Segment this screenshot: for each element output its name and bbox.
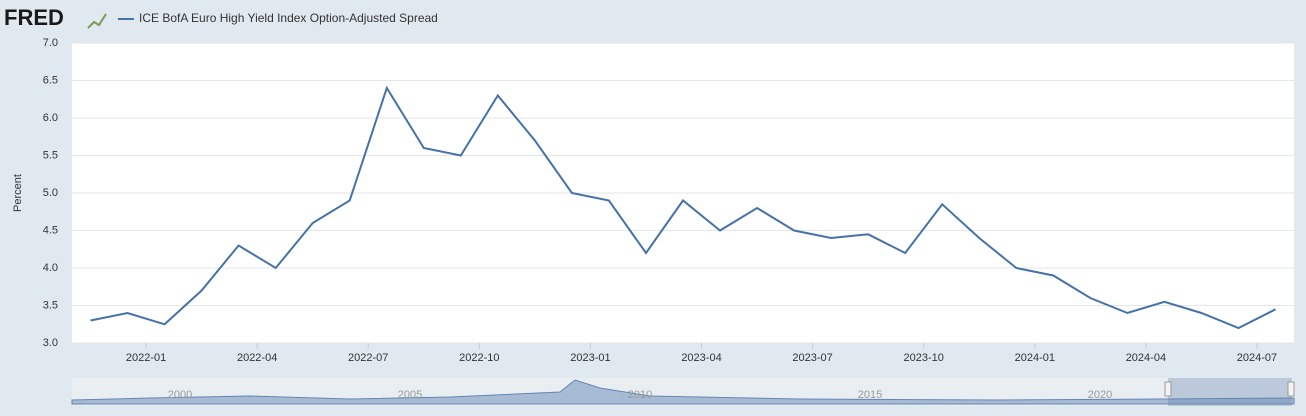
navigator-label: 2020 [1088, 389, 1112, 401]
navigator-label: 2005 [398, 389, 422, 401]
x-tick-label: 2023-07 [792, 352, 832, 364]
y-axis-label: Percent [12, 174, 24, 212]
navigator-handle[interactable] [1287, 381, 1295, 397]
y-tick-label: 4.0 [43, 262, 58, 274]
y-tick-label: 5.0 [43, 187, 58, 199]
x-tick-label: 2023-10 [904, 352, 944, 364]
x-tick-label: 2022-01 [126, 352, 166, 364]
x-tick-label: 2024-01 [1015, 352, 1055, 364]
navigator-label: 2000 [168, 389, 192, 401]
x-tick-label: 2024-07 [1237, 352, 1277, 364]
y-tick-label: 7.0 [43, 37, 58, 49]
x-tick-label: 2024-04 [1126, 352, 1166, 364]
x-tick-label: 2022-10 [459, 352, 499, 364]
legend-label: ICE BofA Euro High Yield Index Option-Ad… [139, 11, 438, 25]
x-tick-label: 2023-04 [681, 352, 721, 364]
x-tick-label: 2023-01 [570, 352, 610, 364]
y-tick-label: 3.0 [43, 337, 58, 349]
navigator-label: 2010 [628, 389, 652, 401]
y-tick-label: 3.5 [43, 299, 58, 311]
navigator-label: 2015 [858, 389, 882, 401]
x-tick-label: 2022-04 [237, 352, 277, 364]
y-tick-label: 6.5 [43, 74, 58, 86]
navigator-selection[interactable] [1168, 378, 1292, 406]
data-line [90, 85, 1276, 330]
brand-logo[interactable]: FRED [4, 5, 64, 30]
navigator-handle[interactable] [1164, 381, 1172, 397]
y-tick-label: 4.5 [43, 224, 58, 236]
navigator-area [71, 379, 1295, 405]
y-tick-label: 5.5 [43, 149, 58, 161]
y-tick-label: 6.0 [43, 112, 58, 124]
logo-icon [87, 13, 107, 29]
x-tick-label: 2022-07 [348, 352, 388, 364]
